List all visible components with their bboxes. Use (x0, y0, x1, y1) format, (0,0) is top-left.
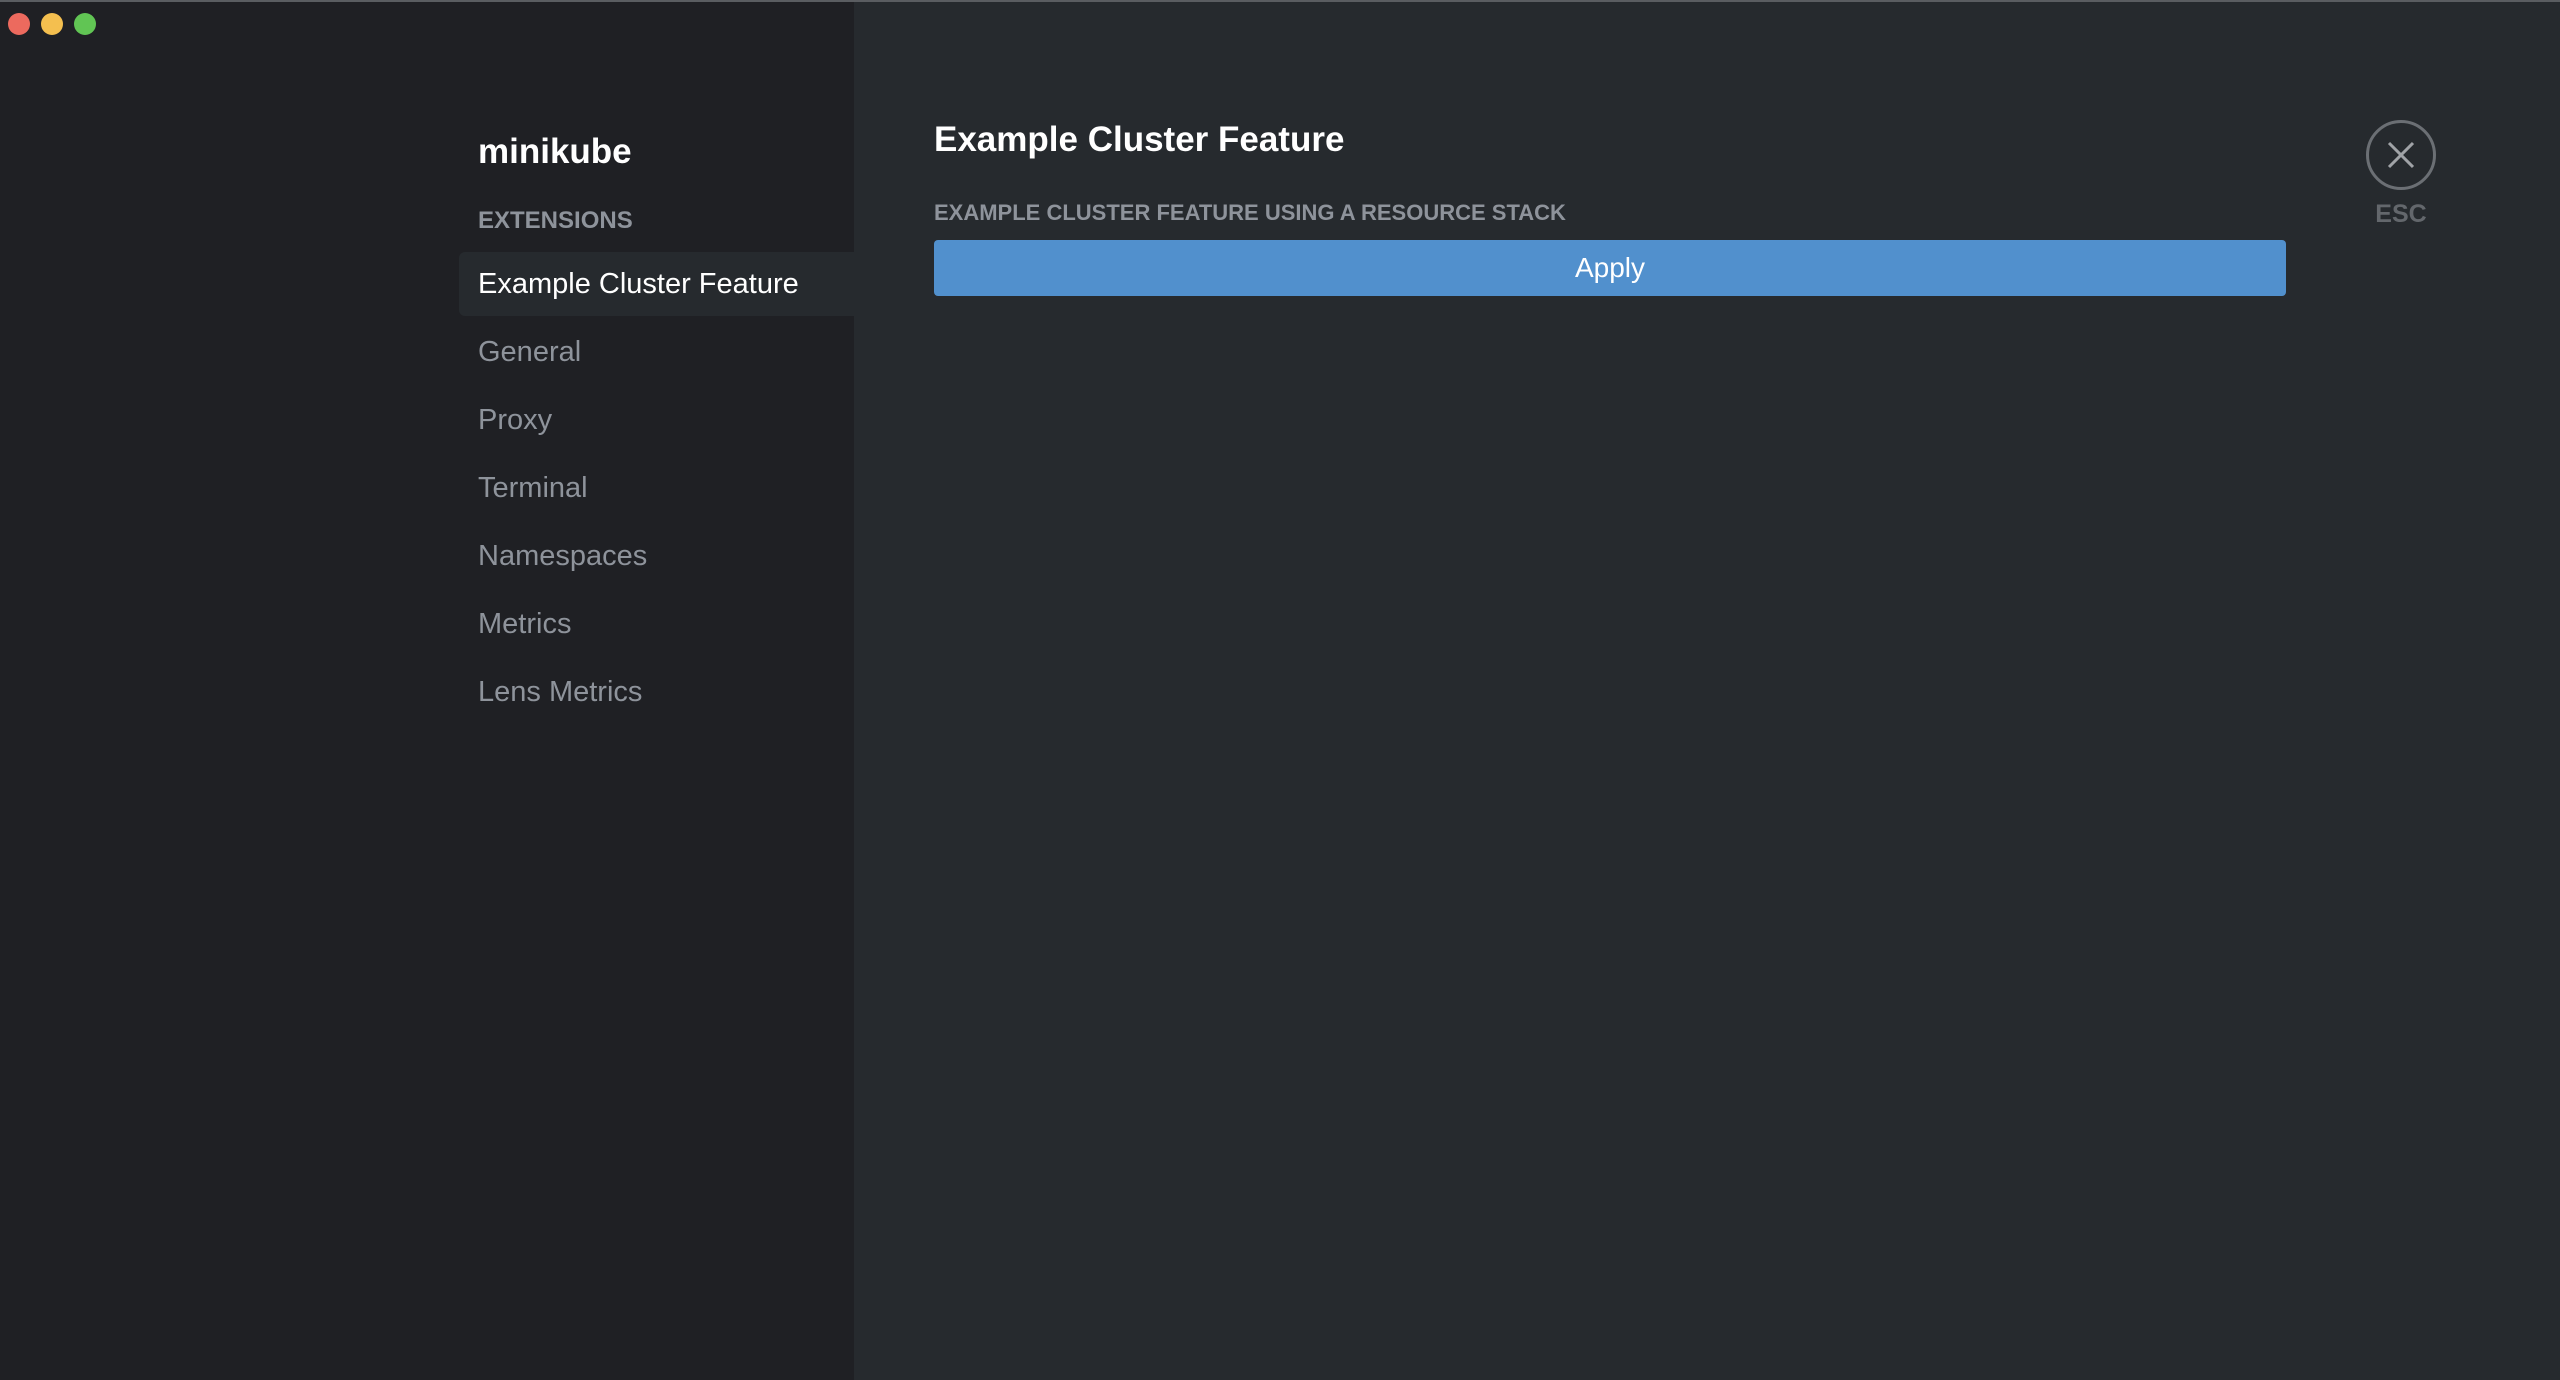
window-controls (8, 13, 96, 35)
main-content: Example Cluster Feature EXAMPLE CLUSTER … (854, 2, 2560, 1380)
sidebar: minikube EXTENSIONS Example Cluster Feat… (0, 2, 854, 1380)
cluster-name: minikube (478, 132, 632, 171)
settings-nav: Example Cluster Feature General Proxy Te… (459, 252, 854, 728)
feature-subheading: EXAMPLE CLUSTER FEATURE USING A RESOURCE… (934, 200, 1566, 225)
nav-item-metrics[interactable]: Metrics (478, 608, 572, 640)
close-button[interactable] (2366, 120, 2436, 190)
nav-item-lens-metrics[interactable]: Lens Metrics (478, 676, 643, 708)
window-close-button[interactable] (8, 13, 30, 35)
nav-item-terminal[interactable]: Terminal (478, 472, 588, 504)
page-title: Example Cluster Feature (934, 120, 1345, 159)
nav-item-example-cluster-feature[interactable]: Example Cluster Feature (459, 252, 854, 316)
section-label: EXTENSIONS (478, 207, 633, 234)
close-icon (2387, 141, 2415, 169)
nav-item-namespaces[interactable]: Namespaces (478, 540, 648, 572)
nav-item-proxy[interactable]: Proxy (478, 404, 553, 436)
window-top-border (0, 0, 2560, 2)
window-minimize-button[interactable] (41, 13, 63, 35)
esc-label: ESC (2375, 200, 2427, 228)
apply-button[interactable]: Apply (934, 240, 2286, 296)
nav-item-general[interactable]: General (478, 336, 582, 368)
window-maximize-button[interactable] (74, 13, 96, 35)
